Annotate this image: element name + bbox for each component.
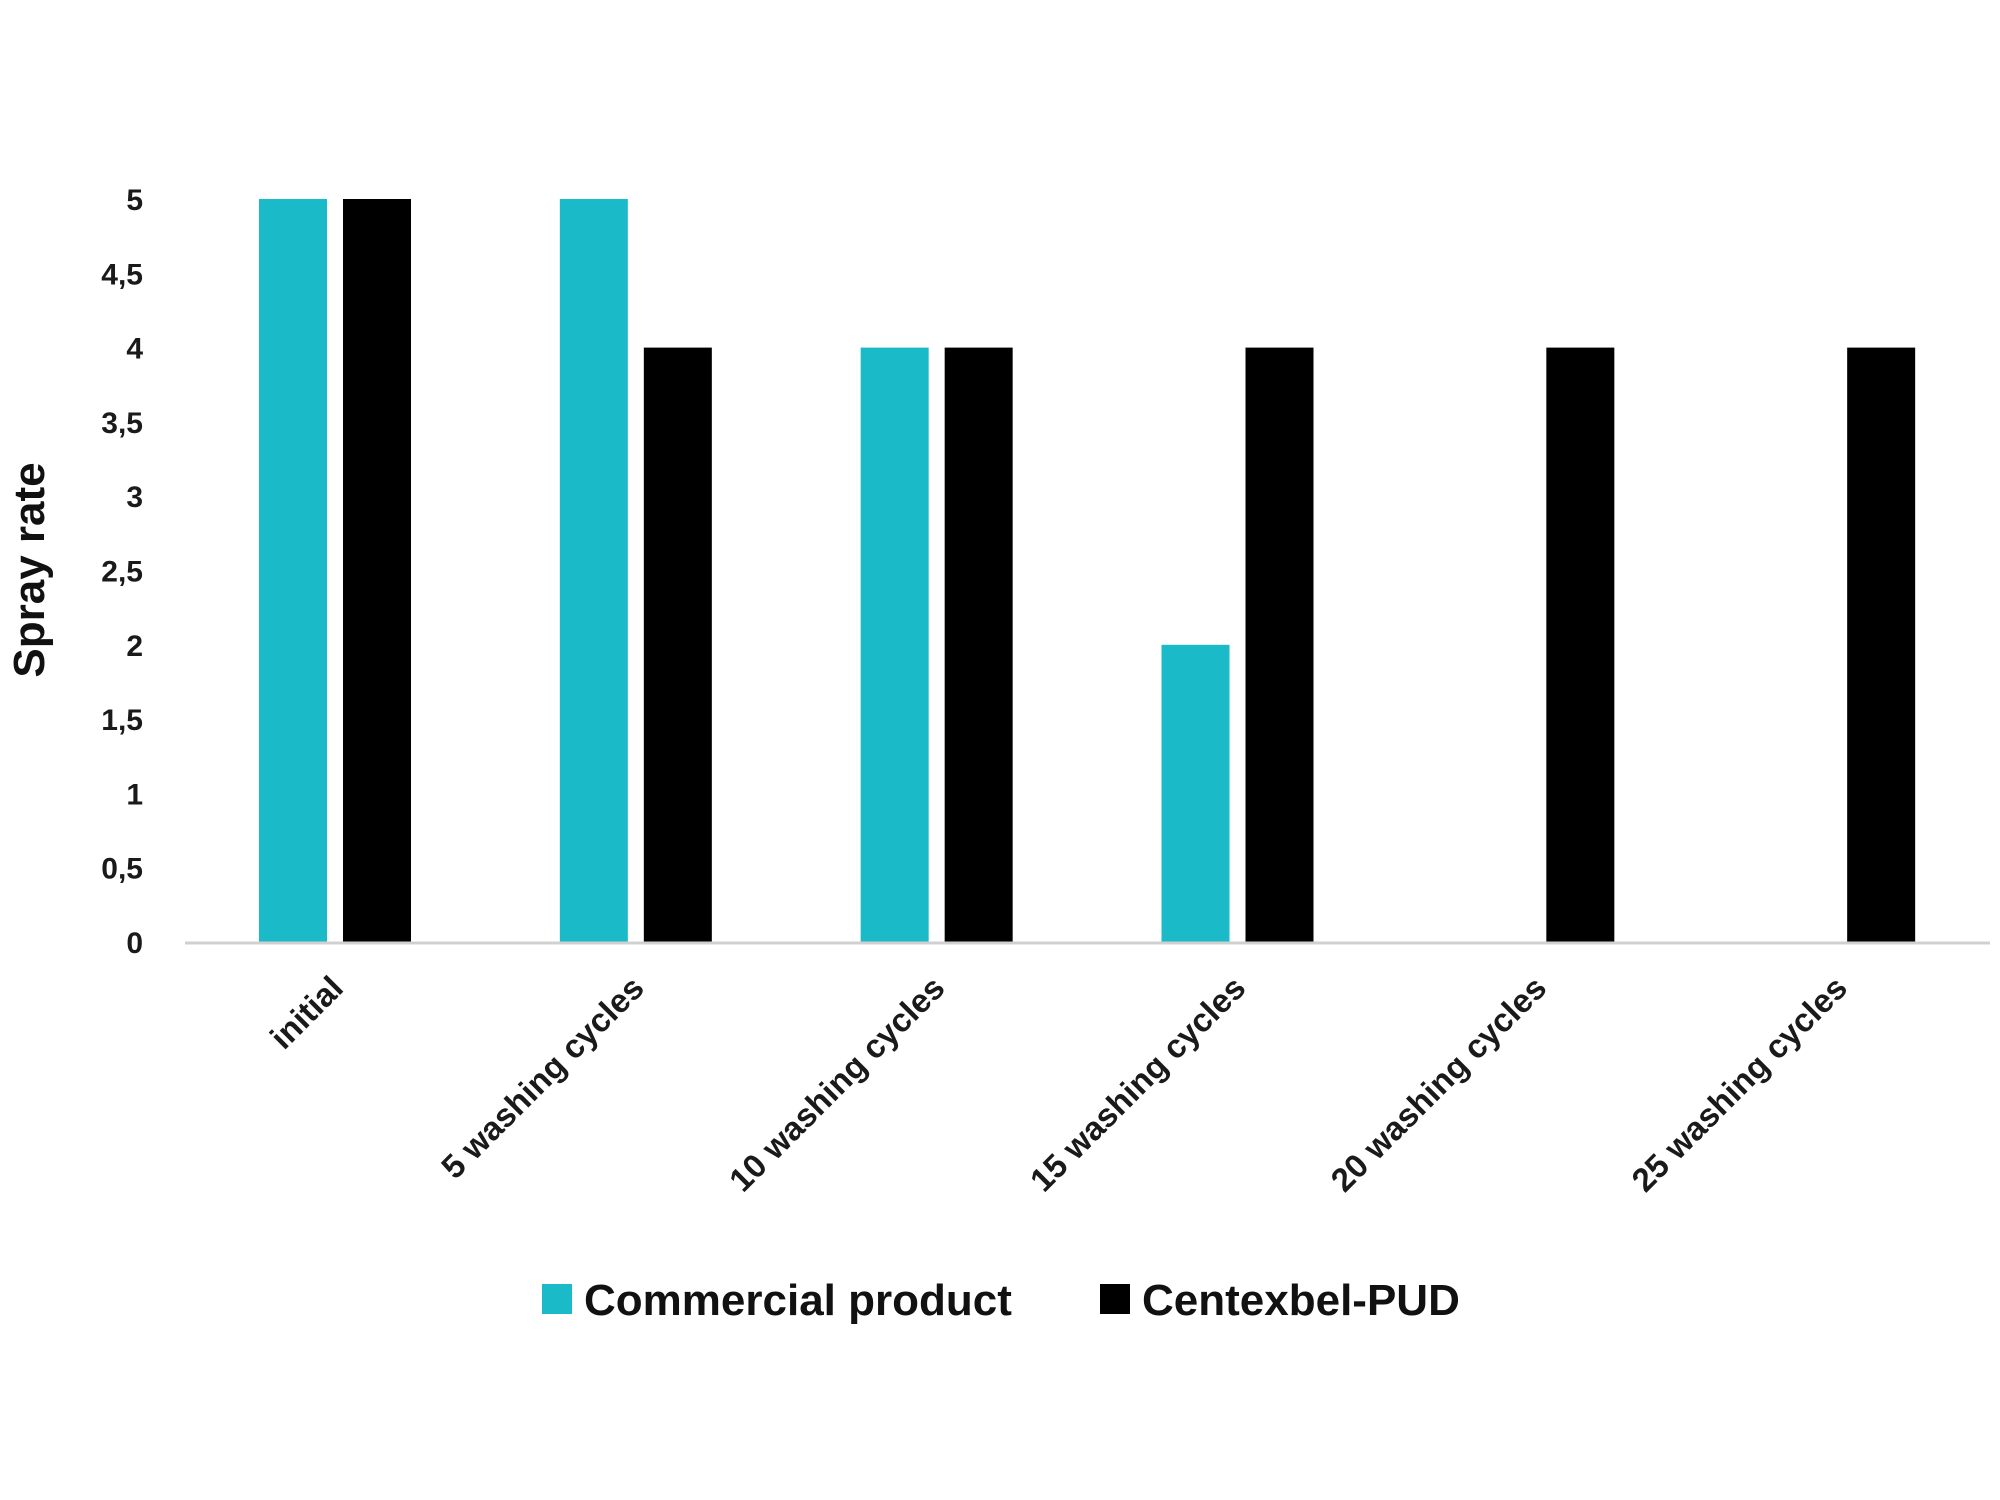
y-tick-label: 2,5 xyxy=(101,556,143,589)
y-tick-label: 0 xyxy=(126,927,143,960)
x-tick-label: 25 washing cycles xyxy=(1624,969,1854,1199)
y-tick-label: 3,5 xyxy=(101,407,143,440)
legend-label-commercial-product: Commercial product xyxy=(584,1276,1012,1325)
y-tick-label: 3 xyxy=(126,481,143,514)
bar-commercial-product xyxy=(860,347,929,943)
bar-centexbel-pud xyxy=(343,199,411,942)
bar-centexbel-pud xyxy=(643,347,712,943)
y-tick-label: 4 xyxy=(126,333,143,366)
legend-swatch-commercial-product xyxy=(542,1284,572,1314)
y-tick-label: 4,5 xyxy=(101,258,143,291)
y-tick-label: 2 xyxy=(126,630,143,663)
y-axis-title: Spray rate xyxy=(5,462,54,677)
x-tick-label: initial xyxy=(263,969,350,1056)
bar-centexbel-pud xyxy=(1245,347,1314,943)
legend-label-centexbel-pud: Centexbel-PUD xyxy=(1142,1276,1460,1325)
x-axis-labels: initial 5 washing cycles 10 washing cycles… xyxy=(263,969,1854,1199)
bar-centexbel-pud xyxy=(1847,347,1916,943)
y-tick-label: 1,5 xyxy=(101,704,143,737)
bar-centexbel-pud xyxy=(1546,347,1615,943)
bar-centexbel-pud xyxy=(944,347,1013,943)
y-axis-ticks: 0 0,5 1 1,5 2 2,5 3 3,5 4 4,5 5 xyxy=(101,184,143,960)
y-tick-label: 1 xyxy=(126,778,143,811)
bar-commercial-product xyxy=(259,199,327,942)
x-tick-label: 5 washing cycles xyxy=(434,969,651,1186)
legend-swatch-centexbel-pud xyxy=(1100,1284,1130,1314)
y-tick-label: 0,5 xyxy=(101,853,143,886)
y-tick-label: 5 xyxy=(126,184,143,217)
bars xyxy=(259,199,1916,943)
bar-commercial-product xyxy=(559,199,628,942)
bar-commercial-product xyxy=(1161,644,1230,942)
x-tick-label: 15 washing cycles xyxy=(1023,969,1253,1199)
x-tick-label: 10 washing cycles xyxy=(722,969,952,1199)
legend: Commercial product Centexbel-PUD xyxy=(542,1276,1460,1325)
x-tick-label: 20 washing cycles xyxy=(1323,969,1553,1199)
